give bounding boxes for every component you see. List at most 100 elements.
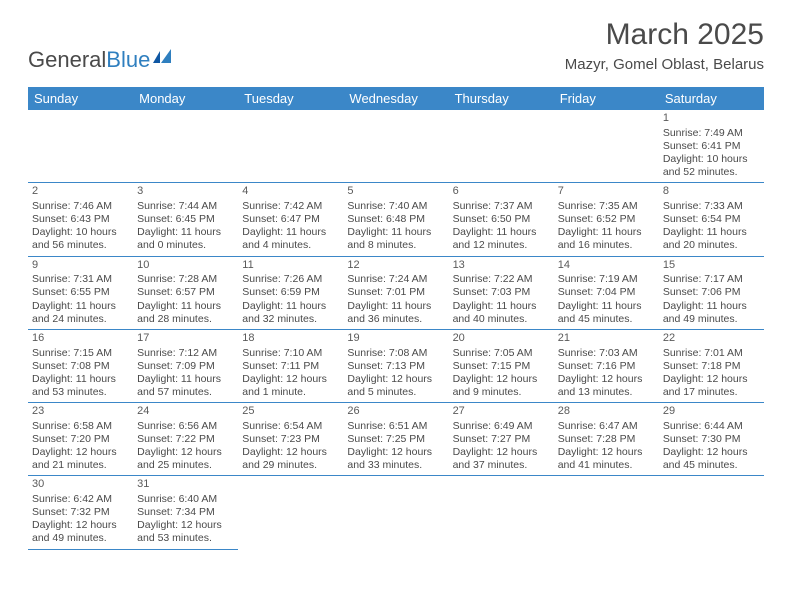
sunrise-text: Sunrise: 6:58 AM xyxy=(32,420,129,433)
daylight-text: Daylight: 11 hours and 49 minutes. xyxy=(663,300,760,326)
sunrise-text: Sunrise: 6:49 AM xyxy=(453,420,550,433)
sunset-text: Sunset: 7:23 PM xyxy=(242,433,339,446)
sunrise-text: Sunrise: 6:47 AM xyxy=(558,420,655,433)
daylight-text: Daylight: 12 hours and 45 minutes. xyxy=(663,446,760,472)
day-number: 19 xyxy=(347,332,444,346)
sunset-text: Sunset: 6:54 PM xyxy=(663,213,760,226)
daylight-text: Daylight: 12 hours and 1 minute. xyxy=(242,373,339,399)
day-cell: 28Sunrise: 6:47 AMSunset: 7:28 PMDayligh… xyxy=(554,403,659,476)
day-number: 10 xyxy=(137,259,234,273)
sunset-text: Sunset: 7:30 PM xyxy=(663,433,760,446)
day-number: 5 xyxy=(347,185,444,199)
day-cell: 2Sunrise: 7:46 AMSunset: 6:43 PMDaylight… xyxy=(28,183,133,256)
day-number: 2 xyxy=(32,185,129,199)
day-number: 4 xyxy=(242,185,339,199)
day-number: 11 xyxy=(242,259,339,273)
daylight-text: Daylight: 12 hours and 21 minutes. xyxy=(32,446,129,472)
sunset-text: Sunset: 7:16 PM xyxy=(558,360,655,373)
day-number: 29 xyxy=(663,405,760,419)
day-number: 21 xyxy=(558,332,655,346)
sunrise-text: Sunrise: 7:12 AM xyxy=(137,347,234,360)
day-number: 20 xyxy=(453,332,550,346)
day-number: 8 xyxy=(663,185,760,199)
day-number: 16 xyxy=(32,332,129,346)
sunrise-text: Sunrise: 7:15 AM xyxy=(32,347,129,360)
sunset-text: Sunset: 7:22 PM xyxy=(137,433,234,446)
logo-text-1: General xyxy=(28,47,106,73)
day-number: 18 xyxy=(242,332,339,346)
day-cell: 20Sunrise: 7:05 AMSunset: 7:15 PMDayligh… xyxy=(449,329,554,402)
sunrise-text: Sunrise: 6:42 AM xyxy=(32,493,129,506)
day-cell: 26Sunrise: 6:51 AMSunset: 7:25 PMDayligh… xyxy=(343,403,448,476)
sunset-text: Sunset: 7:03 PM xyxy=(453,286,550,299)
day-number: 25 xyxy=(242,405,339,419)
sunrise-text: Sunrise: 6:54 AM xyxy=(242,420,339,433)
day-cell xyxy=(449,110,554,183)
day-cell: 17Sunrise: 7:12 AMSunset: 7:09 PMDayligh… xyxy=(133,329,238,402)
day-number: 7 xyxy=(558,185,655,199)
day-number: 9 xyxy=(32,259,129,273)
day-cell xyxy=(449,476,554,549)
calendar-table: Sunday Monday Tuesday Wednesday Thursday… xyxy=(28,87,764,550)
daylight-text: Daylight: 12 hours and 37 minutes. xyxy=(453,446,550,472)
col-sunday: Sunday xyxy=(28,87,133,110)
day-cell: 14Sunrise: 7:19 AMSunset: 7:04 PMDayligh… xyxy=(554,256,659,329)
day-cell: 25Sunrise: 6:54 AMSunset: 7:23 PMDayligh… xyxy=(238,403,343,476)
sunrise-text: Sunrise: 7:49 AM xyxy=(663,127,760,140)
daylight-text: Daylight: 11 hours and 45 minutes. xyxy=(558,300,655,326)
day-cell: 24Sunrise: 6:56 AMSunset: 7:22 PMDayligh… xyxy=(133,403,238,476)
sunset-text: Sunset: 7:01 PM xyxy=(347,286,444,299)
daylight-text: Daylight: 11 hours and 20 minutes. xyxy=(663,226,760,252)
week-row: 2Sunrise: 7:46 AMSunset: 6:43 PMDaylight… xyxy=(28,183,764,256)
daylight-text: Daylight: 11 hours and 4 minutes. xyxy=(242,226,339,252)
day-number: 24 xyxy=(137,405,234,419)
sunset-text: Sunset: 7:09 PM xyxy=(137,360,234,373)
day-cell xyxy=(238,476,343,549)
day-cell: 9Sunrise: 7:31 AMSunset: 6:55 PMDaylight… xyxy=(28,256,133,329)
day-cell: 22Sunrise: 7:01 AMSunset: 7:18 PMDayligh… xyxy=(659,329,764,402)
daylight-text: Daylight: 10 hours and 52 minutes. xyxy=(663,153,760,179)
day-cell: 5Sunrise: 7:40 AMSunset: 6:48 PMDaylight… xyxy=(343,183,448,256)
daylight-text: Daylight: 11 hours and 28 minutes. xyxy=(137,300,234,326)
sunrise-text: Sunrise: 7:28 AM xyxy=(137,273,234,286)
daylight-text: Daylight: 12 hours and 33 minutes. xyxy=(347,446,444,472)
sunrise-text: Sunrise: 7:01 AM xyxy=(663,347,760,360)
day-cell xyxy=(343,110,448,183)
week-row: 23Sunrise: 6:58 AMSunset: 7:20 PMDayligh… xyxy=(28,403,764,476)
sunrise-text: Sunrise: 7:33 AM xyxy=(663,200,760,213)
sunrise-text: Sunrise: 7:35 AM xyxy=(558,200,655,213)
day-cell: 19Sunrise: 7:08 AMSunset: 7:13 PMDayligh… xyxy=(343,329,448,402)
sunset-text: Sunset: 6:50 PM xyxy=(453,213,550,226)
sunrise-text: Sunrise: 7:05 AM xyxy=(453,347,550,360)
day-cell: 1Sunrise: 7:49 AMSunset: 6:41 PMDaylight… xyxy=(659,110,764,183)
day-cell: 12Sunrise: 7:24 AMSunset: 7:01 PMDayligh… xyxy=(343,256,448,329)
day-cell: 15Sunrise: 7:17 AMSunset: 7:06 PMDayligh… xyxy=(659,256,764,329)
day-number: 3 xyxy=(137,185,234,199)
daylight-text: Daylight: 12 hours and 13 minutes. xyxy=(558,373,655,399)
sunset-text: Sunset: 7:13 PM xyxy=(347,360,444,373)
day-cell: 29Sunrise: 6:44 AMSunset: 7:30 PMDayligh… xyxy=(659,403,764,476)
sunrise-text: Sunrise: 7:42 AM xyxy=(242,200,339,213)
sunrise-text: Sunrise: 6:51 AM xyxy=(347,420,444,433)
sunset-text: Sunset: 6:47 PM xyxy=(242,213,339,226)
day-number: 28 xyxy=(558,405,655,419)
week-row: 9Sunrise: 7:31 AMSunset: 6:55 PMDaylight… xyxy=(28,256,764,329)
logo-text-2: Blue xyxy=(106,47,150,73)
location: Mazyr, Gomel Oblast, Belarus xyxy=(565,56,764,73)
day-cell xyxy=(554,476,659,549)
day-number: 23 xyxy=(32,405,129,419)
sunset-text: Sunset: 7:08 PM xyxy=(32,360,129,373)
sunrise-text: Sunrise: 6:56 AM xyxy=(137,420,234,433)
day-number: 1 xyxy=(663,112,760,126)
sunset-text: Sunset: 6:45 PM xyxy=(137,213,234,226)
sunset-text: Sunset: 6:48 PM xyxy=(347,213,444,226)
day-cell: 13Sunrise: 7:22 AMSunset: 7:03 PMDayligh… xyxy=(449,256,554,329)
sunrise-text: Sunrise: 7:22 AM xyxy=(453,273,550,286)
day-number: 22 xyxy=(663,332,760,346)
day-cell: 23Sunrise: 6:58 AMSunset: 7:20 PMDayligh… xyxy=(28,403,133,476)
sunrise-text: Sunrise: 7:40 AM xyxy=(347,200,444,213)
calendar-body: 1Sunrise: 7:49 AMSunset: 6:41 PMDaylight… xyxy=(28,110,764,549)
week-row: 1Sunrise: 7:49 AMSunset: 6:41 PMDaylight… xyxy=(28,110,764,183)
sunset-text: Sunset: 7:25 PM xyxy=(347,433,444,446)
sunrise-text: Sunrise: 6:40 AM xyxy=(137,493,234,506)
